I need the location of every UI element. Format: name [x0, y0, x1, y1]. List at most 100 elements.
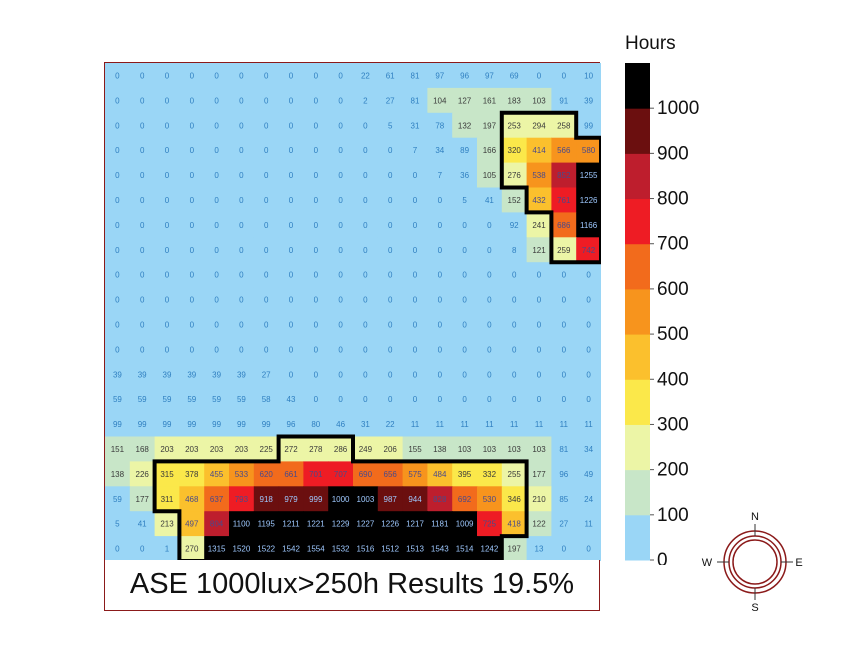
heatmap-cell: [576, 262, 601, 288]
cell-value-label: 0: [487, 246, 492, 255]
cell-value-label: 0: [586, 545, 591, 554]
heatmap-cell: [204, 361, 230, 388]
cell-value-label: 203: [210, 445, 224, 454]
heatmap-cell: [204, 87, 230, 114]
colorbar-tick-label: 600: [657, 279, 689, 300]
cell-value-label: 99: [187, 420, 196, 429]
heatmap-cell: [328, 262, 354, 288]
cell-value-label: 0: [239, 345, 244, 354]
cell-value-label: 0: [140, 196, 145, 205]
cell-value-label: 468: [185, 495, 199, 504]
heatmap-cell: [427, 361, 453, 388]
heatmap-cell: [105, 461, 131, 487]
cell-value-label: 0: [512, 395, 517, 404]
heatmap-cell: [576, 461, 601, 487]
heatmap-cell: [253, 63, 280, 89]
heatmap-cell: [501, 312, 528, 338]
heatmap-cell: [129, 461, 156, 487]
cell-value-label: 0: [239, 221, 244, 230]
cell-value-label: 103: [532, 445, 546, 454]
heatmap-cell: [253, 461, 280, 487]
heatmap-cell: [328, 212, 354, 238]
heatmap-cell: [105, 262, 131, 288]
heatmap-cell: [402, 187, 428, 213]
cell-value-label: 255: [508, 470, 522, 479]
heatmap-cell: [179, 262, 205, 288]
heatmap-cell: [204, 486, 230, 512]
heatmap-cell: [204, 262, 230, 288]
heatmap-cell: [353, 87, 379, 114]
cell-value-label: 270: [185, 545, 199, 554]
heatmap-cell: [353, 436, 379, 462]
cell-value-label: 34: [584, 445, 593, 454]
heatmap-cell: [278, 486, 304, 512]
cell-value-label: 320: [508, 146, 522, 155]
cell-value-label: 0: [388, 395, 393, 404]
heatmap-cell: [253, 237, 280, 263]
cell-value-label: 1242: [481, 545, 499, 554]
heatmap-cell: [551, 63, 577, 89]
heatmap-cell: [551, 536, 577, 561]
heatmap-cell: [452, 237, 478, 263]
heatmap-cell: [105, 511, 131, 537]
heatmap-cell: [477, 87, 503, 114]
cell-value-label: 1520: [233, 545, 251, 554]
heatmap-cell: [278, 511, 304, 537]
heatmap-cell: [253, 262, 280, 288]
heatmap-cell: [377, 262, 404, 288]
heatmap-cell: [129, 187, 156, 213]
cell-value-label: 0: [115, 71, 120, 80]
cell-value-label: 0: [438, 345, 443, 354]
heatmap-cell: [278, 336, 304, 363]
cell-value-label: 99: [237, 420, 246, 429]
cell-value-label: 692: [458, 495, 472, 504]
heatmap-cell: [477, 436, 503, 462]
cell-value-label: 96: [287, 420, 296, 429]
cell-value-label: 0: [190, 271, 195, 280]
cell-value-label: 0: [487, 271, 492, 280]
cell-value-label: 0: [487, 296, 492, 305]
heatmap-cell: [303, 436, 329, 462]
heatmap-cell: [452, 112, 478, 139]
heatmap-cell: [551, 87, 577, 114]
cell-value-label: 1229: [332, 520, 350, 529]
cell-value-label: 0: [338, 320, 343, 329]
cell-value-label: 0: [487, 395, 492, 404]
heatmap-cell: [477, 411, 503, 438]
cell-value-label: 656: [384, 470, 398, 479]
cell-value-label: 761: [557, 196, 571, 205]
heatmap-cell: [303, 137, 329, 164]
cell-value-label: 213: [160, 520, 174, 529]
cell-value-label: 0: [140, 171, 145, 180]
heatmap-cell: [452, 336, 478, 363]
cell-value-label: 566: [557, 146, 571, 155]
cell-value-label: 13: [535, 545, 544, 554]
cell-value-label: 1217: [406, 520, 424, 529]
heatmap-cell: [427, 212, 453, 238]
cell-value-label: 122: [532, 520, 546, 529]
heatmap-cell: [204, 411, 230, 438]
cell-value-label: 103: [508, 445, 522, 454]
cell-value-label: 0: [363, 271, 368, 280]
cell-value-label: 0: [388, 296, 393, 305]
cell-value-label: 742: [582, 246, 596, 255]
cell-value-label: 41: [485, 196, 494, 205]
heatmap-cell: [501, 436, 528, 462]
heatmap-cell: [328, 287, 354, 313]
heatmap-cell: [303, 361, 329, 388]
cell-value-label: 11: [584, 520, 593, 529]
heatmap-cell: [526, 461, 552, 487]
heatmap-cell: [377, 511, 404, 537]
cell-value-label: 395: [458, 470, 472, 479]
cell-value-label: 39: [187, 370, 196, 379]
heatmap-cell: [253, 386, 280, 413]
heatmap-cell: [452, 436, 478, 462]
cell-value-label: 0: [388, 196, 393, 205]
cell-value-label: 0: [115, 320, 120, 329]
heatmap-cell: [576, 287, 601, 313]
cell-value-label: 5: [462, 196, 467, 205]
heatmap-cell: [402, 137, 428, 164]
heatmap-cell: [452, 536, 478, 561]
cell-value-label: 0: [363, 121, 368, 130]
cell-value-label: 59: [138, 395, 147, 404]
